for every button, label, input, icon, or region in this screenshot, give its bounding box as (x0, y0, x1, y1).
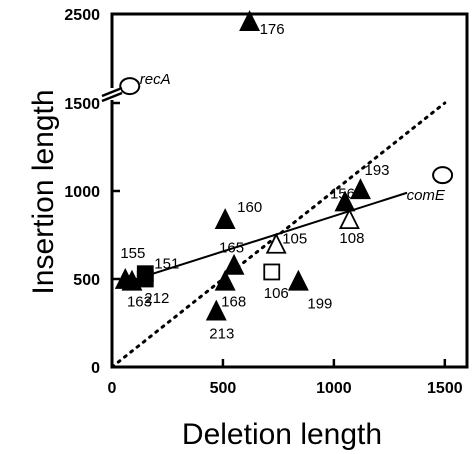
point-176 (239, 10, 261, 32)
label-156: 156 (330, 185, 355, 202)
y-tick-label: 1000 (64, 184, 100, 201)
label-108: 108 (339, 230, 364, 247)
label-151: 151 (154, 256, 179, 273)
tick-layer: 0 500 1000 1500 0 500 1000 1500 2500 (64, 7, 462, 397)
point-160 (214, 208, 236, 230)
point-comE (432, 166, 454, 185)
y-axis-break (101, 86, 123, 103)
label-160: 160 (237, 199, 262, 216)
point-199 (287, 269, 309, 291)
point-108 (338, 208, 360, 230)
y-tick-label: 2500 (64, 7, 100, 24)
x-axis-label: Deletion length (182, 418, 382, 451)
label-176: 176 (260, 21, 285, 38)
point-163 (121, 269, 143, 291)
y-tick-label: 0 (91, 360, 100, 377)
x-tick-label: 1000 (316, 380, 352, 397)
label-165: 165 (219, 240, 244, 257)
point-106 (263, 263, 281, 281)
point-labels: 176 155 163 160 165 168 213 199 156 193 105 108 151 2… (120, 21, 446, 343)
point-193 (350, 178, 371, 200)
y-tick-label: 500 (73, 272, 100, 289)
point-213 (205, 299, 227, 321)
label-105: 105 (282, 231, 307, 248)
label-168: 168 (221, 294, 246, 311)
label-163: 163 (127, 294, 152, 311)
point-165 (223, 253, 245, 275)
label-199: 199 (307, 296, 332, 313)
x-tick-label: 0 (108, 380, 117, 397)
x-tick-label: 500 (210, 380, 237, 397)
y-tick-label: 1500 (64, 96, 100, 113)
fit-lines (110, 101, 447, 369)
point-156 (334, 190, 356, 212)
label-106: 106 (264, 285, 289, 302)
point-105 (265, 232, 287, 254)
point-212 (136, 270, 154, 288)
point-recA (119, 77, 141, 96)
label-212: 212 (144, 290, 169, 307)
point-168 (214, 269, 236, 291)
label-155: 155 (120, 245, 145, 262)
label-comE: comE (407, 187, 446, 204)
label-193: 193 (365, 162, 390, 179)
x-tick-label: 1500 (427, 380, 463, 397)
label-recA: recA (140, 71, 171, 88)
identity-dotted-line (110, 101, 447, 369)
label-213: 213 (209, 325, 234, 342)
data-points (114, 10, 454, 321)
plot-frame (110, 12, 469, 369)
y-axis-label: Insertion length (27, 89, 60, 294)
regression-line (125, 191, 408, 284)
